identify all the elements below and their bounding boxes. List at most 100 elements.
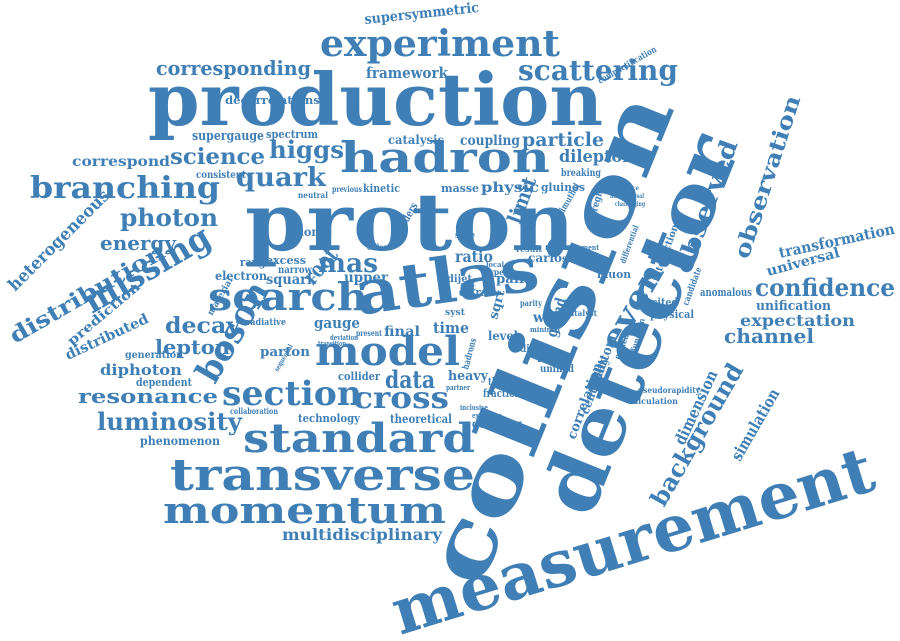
word-cross: cross — [353, 381, 449, 416]
word-parton: parton — [260, 345, 311, 360]
word-quark: quark — [236, 163, 327, 193]
word-neutral: neutral — [298, 190, 328, 200]
word-significance: significance — [603, 185, 639, 192]
word-exclusion: exclusion — [472, 411, 502, 420]
word-science: science — [170, 144, 265, 170]
word-excess: excess — [266, 254, 306, 267]
word-range: range — [240, 256, 272, 269]
word-catalyst: catalyst — [565, 308, 597, 318]
word-monte: monte — [292, 225, 332, 239]
word-gluinos: gluinos — [541, 181, 585, 194]
word-extra: extra — [459, 286, 487, 299]
word-pseudorapidity: pseudorapidity — [638, 385, 700, 395]
word-higgs: higgs — [269, 135, 344, 164]
word-time: time — [433, 319, 469, 337]
word-confidence: confidence — [755, 273, 895, 302]
word-local: local — [486, 260, 504, 269]
word-framework: framework — [366, 64, 449, 82]
word-parity: parity — [520, 298, 542, 308]
word-heavy: heavy — [448, 369, 488, 384]
word-consistent: consistent — [196, 170, 246, 181]
word-data: data — [385, 365, 435, 394]
word-deviation: deviation — [330, 333, 358, 342]
word-unification: unification — [756, 299, 832, 314]
word-theoretical: theoretical — [390, 412, 452, 426]
word-kinetic: kinetic — [363, 182, 400, 195]
word-masse: masse — [441, 182, 479, 195]
word-particle: particle — [522, 129, 604, 151]
word-spectrum: spectrum — [266, 128, 318, 141]
word-nonuniversal: nonuniversal — [610, 193, 645, 200]
word-physic: physic — [481, 180, 539, 196]
word-collider: collider — [338, 370, 380, 383]
word-type: type — [486, 267, 504, 277]
word-electron: electron — [215, 269, 267, 283]
word-transition: transition — [318, 339, 346, 348]
word-inclusive: inclusive — [460, 403, 488, 412]
word-excited: excited — [640, 296, 678, 309]
word-scalar: scalar — [562, 254, 593, 265]
word-hadrons: hadrons — [461, 337, 479, 370]
word-lepton: lepton — [155, 335, 230, 359]
word-transverse: transverse — [170, 450, 475, 501]
word-channel: channel — [724, 324, 814, 348]
word-muon: muon — [597, 268, 631, 281]
word-generation: generation — [125, 350, 184, 361]
word-physical: physical — [650, 308, 694, 321]
word-present: present — [356, 328, 382, 338]
word-resonance: resonance — [78, 384, 218, 408]
word-state: state — [455, 231, 475, 241]
word-breaking: breaking — [561, 168, 601, 179]
word-decay: decay — [165, 313, 241, 339]
word-partner: partner — [446, 383, 470, 392]
word-narrow: narrow — [278, 265, 312, 276]
word-calculation: calculation — [628, 396, 678, 406]
word-syst: syst — [445, 308, 466, 318]
word-carlo: carlo — [528, 251, 562, 265]
word-model: model — [315, 328, 460, 375]
word-lattice: lattice — [537, 352, 573, 365]
word-pair: pair — [496, 272, 526, 287]
word-phenomenon: phenomenon — [140, 434, 220, 448]
word-dependent: dependent — [136, 376, 193, 389]
word-squark: squark — [266, 272, 316, 288]
word-collaboration: collaboration — [230, 406, 278, 416]
word-technology: technology — [298, 412, 361, 425]
word-expectation: expectation — [740, 311, 855, 330]
word-hadron: hadron — [340, 133, 550, 182]
word-challenging: challenging — [615, 201, 646, 208]
word-warp: warp — [532, 310, 569, 326]
word-corresponding: corresponding — [156, 56, 311, 80]
word-coupling: coupling — [460, 133, 520, 149]
word-catalysis: catalysis — [388, 133, 444, 147]
word-minimal: minimal — [530, 325, 560, 334]
word-dilepton: dilepton — [559, 147, 634, 167]
word-photon: photon — [120, 203, 218, 232]
word-unified: unified — [540, 364, 574, 375]
word-dijet: dijet — [447, 274, 472, 285]
word-agreement: agreement — [563, 243, 600, 252]
word-decorrelations: decorrelations — [225, 94, 320, 107]
word-final: final — [384, 324, 420, 340]
word-upper: upper — [344, 270, 389, 286]
word-correspond: correspond — [72, 154, 170, 170]
word-ratio: ratio — [455, 247, 493, 266]
word-multidisciplinary: multidisciplinary — [282, 525, 443, 544]
word-dijets: dijets — [520, 344, 548, 355]
word-luminosity: luminosity — [97, 407, 243, 436]
word-experiment: experiment — [320, 23, 560, 65]
word-standard: standard — [243, 415, 475, 462]
word-simulation: simulation — [727, 385, 784, 464]
word-branching: branching — [30, 171, 220, 206]
word-anomalous: anomalous — [700, 286, 752, 299]
word-diphoton: diphoton — [100, 361, 182, 379]
word-gauge: gauge — [314, 314, 360, 332]
word-radiative: radiative — [246, 318, 286, 328]
word-previous: previous — [332, 184, 362, 194]
word-energy: energy — [100, 231, 177, 255]
word-mas: mas — [318, 249, 378, 279]
word-decaying: decaying — [472, 417, 523, 431]
word-proton: proton — [245, 175, 575, 269]
